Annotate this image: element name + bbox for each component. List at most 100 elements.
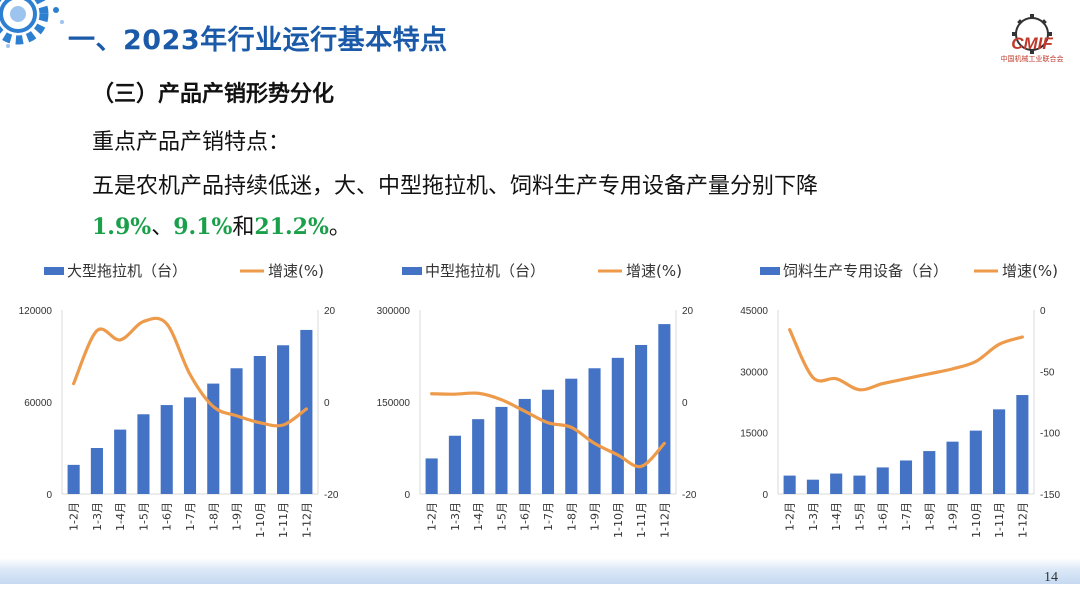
x-tick-label: 1-9月 (947, 502, 960, 531)
separator: 、 (151, 215, 174, 240)
bar (472, 419, 485, 494)
legend: 饲料生产专用设备（台） 增速(%) (760, 262, 1058, 280)
body-line-3: 1.9%、9.1%和21.2%。 (92, 209, 351, 241)
x-tick-label: 1-3月 (807, 502, 820, 531)
x-tick-label: 1-6月 (161, 502, 174, 531)
x-tick-label: 1-8月 (565, 502, 578, 531)
x-tick-label: 1-9月 (589, 502, 602, 531)
bar (969, 430, 982, 494)
bar (230, 368, 243, 494)
y-tick-right: -20 (324, 490, 339, 501)
legend-line-label: 增速(%) (1002, 262, 1058, 280)
bar (495, 406, 508, 494)
cmif-logo: CMIF (1011, 14, 1053, 54)
y-tick-right: 0 (682, 398, 688, 409)
svg-text:CMIF: CMIF (1011, 34, 1053, 53)
x-tick-label: 1-8月 (207, 502, 220, 531)
y-tick-right: -100 (1040, 429, 1060, 440)
bar (90, 448, 103, 494)
y-tick-left: 150000 (377, 398, 411, 409)
y-tick-left: 0 (404, 490, 410, 501)
bar (830, 473, 843, 494)
x-tick-label: 1-4月 (114, 502, 127, 531)
y-tick-left: 45000 (740, 306, 768, 317)
y-tick-left: 300000 (377, 306, 411, 317)
bar (114, 429, 127, 494)
body-line-1: 重点产品产销特点： (92, 130, 291, 155)
bar (899, 460, 913, 494)
period: 。 (328, 215, 351, 240)
gear-decoration-icon (0, 0, 64, 48)
y-tick-right: -50 (1040, 367, 1055, 378)
bar (946, 441, 959, 494)
bar (183, 397, 197, 494)
x-tick-label: 1-12月 (658, 502, 671, 538)
bar (853, 475, 866, 494)
body-line-2: 五是农机产品持续低迷，大、中型拖拉机、饲料生产专用设备产量分别下降 (92, 174, 819, 199)
legend-line-label: 增速(%) (268, 262, 324, 280)
legend: 大型拖拉机（台） 增速(%) (44, 262, 324, 280)
x-tick-label: 1-6月 (877, 502, 890, 531)
y-tick-right: 20 (682, 306, 694, 317)
bar (1016, 395, 1029, 494)
y-tick-left: 0 (762, 490, 768, 501)
x-tick-label: 1-5月 (137, 502, 150, 531)
x-tick-label: 1-7月 (184, 502, 197, 531)
y-tick-left: 0 (46, 490, 52, 501)
y-tick-right: -20 (682, 490, 697, 501)
y-tick-left: 15000 (740, 429, 768, 440)
legend-bar-swatch (760, 267, 780, 275)
x-tick-label: 1-3月 (449, 502, 462, 531)
y-tick-left: 120000 (19, 306, 53, 317)
x-tick-label: 1-7月 (542, 502, 555, 531)
bar (658, 324, 671, 494)
x-tick-label: 1-4月 (830, 502, 843, 531)
x-tick-label: 1-4月 (472, 502, 485, 531)
x-tick-label: 1-3月 (91, 502, 104, 531)
pct-large-tractor: 1.9% (92, 214, 152, 240)
page-number: 14 (1044, 570, 1058, 585)
footer-band (0, 558, 1080, 584)
pct-medium-tractor: 9.1% (173, 214, 233, 240)
bar (137, 414, 150, 494)
x-tick-label: 1-6月 (519, 502, 532, 531)
chart-medium-tractor: 中型拖拉机（台） 增速(%) 300000 150000 0 20 0 -20 1-2月 1-3月… (358, 252, 714, 552)
bar (565, 378, 578, 494)
x-tick-label: 1-2月 (426, 502, 439, 531)
chart-feed-equipment-svg: 饲料生产专用设备（台） 增速(%) 45000 30000 15000 0 0 -50 -100… (740, 262, 1060, 538)
bar (611, 357, 624, 494)
y-tick-right: 0 (1040, 306, 1046, 317)
bar (518, 398, 531, 494)
chart-medium-tractor-svg: 中型拖拉机（台） 增速(%) 300000 150000 0 20 0 -20 1-2月 1-3月… (377, 262, 697, 538)
bar (588, 368, 601, 494)
x-tick-label: 1-2月 (784, 502, 797, 531)
x-tick-label: 1-10月 (254, 502, 267, 538)
and-text: 和 (232, 215, 255, 240)
page-title: 一、2023年行业运行基本特点 (68, 25, 448, 56)
bar (425, 458, 438, 494)
bar (635, 344, 648, 494)
x-tick-label: 1-10月 (612, 502, 625, 538)
legend-bar-label: 大型拖拉机（台） (67, 262, 187, 280)
x-tick-label: 1-12月 (300, 502, 313, 538)
bar (783, 475, 796, 494)
x-tick-label: 1-11月 (277, 502, 290, 538)
y-tick-right: -150 (1040, 490, 1060, 501)
bar (541, 389, 555, 494)
x-tick-label: 1-11月 (635, 502, 648, 538)
legend: 中型拖拉机（台） 增速(%) (402, 262, 682, 280)
chart-large-tractor: 大型拖拉机（台） 增速(%) 120000 60000 0 20 0 -20 1-2月 1-3月 1… (0, 252, 356, 552)
x-tick-label: 1-2月 (68, 502, 81, 531)
legend-bar-swatch (402, 267, 422, 275)
x-tick-label: 1-12月 (1016, 502, 1029, 538)
legend-bar-label: 饲料生产专用设备（台） (783, 262, 948, 280)
bar (207, 383, 220, 494)
x-tick-label: 1-9月 (231, 502, 244, 531)
bar (300, 329, 313, 494)
legend-bar-swatch (44, 267, 64, 275)
bar (993, 409, 1006, 494)
bar (277, 345, 290, 494)
x-tick-label: 1-8月 (923, 502, 936, 531)
y-tick-right: 20 (324, 306, 336, 317)
growth-line (788, 328, 1024, 392)
